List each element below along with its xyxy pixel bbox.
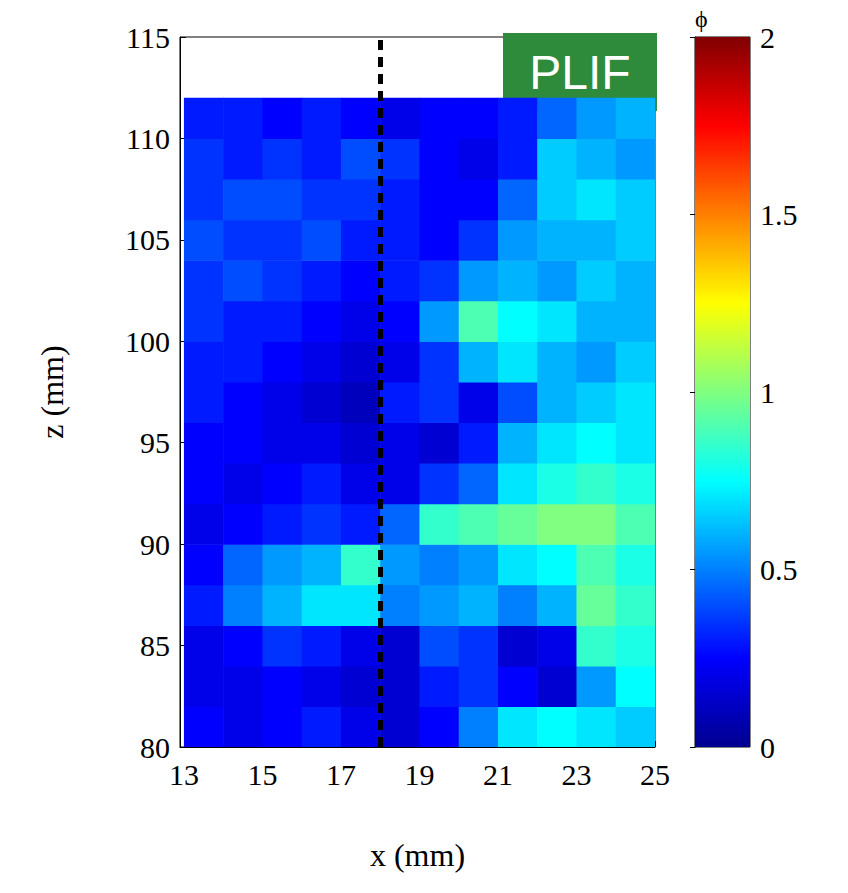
- svg-text:105: 105: [125, 223, 170, 256]
- svg-text:23: 23: [561, 758, 591, 791]
- svg-text:2: 2: [760, 21, 775, 54]
- svg-text:15: 15: [247, 758, 277, 791]
- svg-text:80: 80: [140, 731, 170, 764]
- svg-text:1: 1: [760, 376, 775, 409]
- svg-text:0: 0: [760, 731, 775, 764]
- svg-text:115: 115: [126, 21, 170, 54]
- svg-text:95: 95: [140, 426, 170, 459]
- svg-text:90: 90: [140, 528, 170, 561]
- svg-text:13: 13: [169, 758, 199, 791]
- svg-text:21: 21: [483, 758, 513, 791]
- svg-text:x (mm): x (mm): [370, 837, 465, 873]
- svg-text:85: 85: [140, 629, 170, 662]
- svg-text:110: 110: [126, 122, 170, 155]
- svg-text:z (mm): z (mm): [34, 345, 70, 438]
- svg-text:1.5: 1.5: [760, 198, 798, 231]
- svg-text:17: 17: [326, 758, 356, 791]
- svg-text:ϕ: ϕ: [695, 6, 708, 32]
- svg-text:25: 25: [640, 758, 670, 791]
- svg-text:0.5: 0.5: [760, 553, 798, 586]
- svg-text:PLIF: PLIF: [529, 46, 630, 99]
- svg-text:19: 19: [404, 758, 434, 791]
- svg-text:100: 100: [125, 325, 170, 358]
